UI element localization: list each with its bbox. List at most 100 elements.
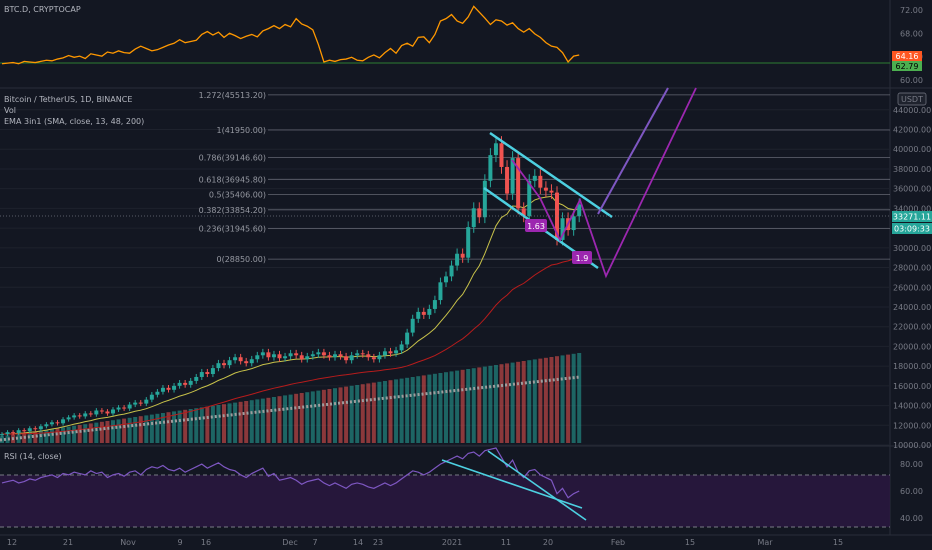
volume-bar	[83, 424, 88, 443]
time-tick-label: Dec	[282, 538, 297, 547]
candle-body	[155, 391, 160, 395]
pattern-label-b-text: 1.9	[576, 254, 589, 263]
candle-body	[488, 155, 493, 181]
price-tick-label: 18000.00	[893, 362, 931, 371]
countdown-tag: 03:09:33	[892, 223, 932, 234]
candle-body	[99, 410, 104, 412]
rsi-panel-title: RSI (14, close)	[4, 452, 62, 461]
rsi-divergence-line-2[interactable]	[487, 450, 587, 521]
volume-bar	[388, 380, 393, 443]
volume-bar	[111, 420, 115, 443]
volume-bar	[271, 397, 276, 443]
candle-body	[449, 265, 454, 277]
candle-body	[105, 411, 110, 414]
candle-body	[399, 344, 404, 351]
volume-bar	[438, 373, 443, 443]
candle-body	[527, 180, 532, 217]
candle-body	[199, 372, 204, 377]
btcd-tick-label: 68.00	[900, 29, 923, 38]
candle-body	[144, 399, 149, 404]
candle-body	[0, 434, 4, 436]
rsi-axis[interactable]: 80.00 60.00 40.00	[900, 460, 923, 523]
candle-body	[27, 428, 32, 432]
candle-body	[22, 430, 27, 432]
candle-body	[244, 361, 249, 364]
candle-body	[188, 380, 193, 385]
pattern-label-b[interactable]: 1.9	[572, 251, 592, 264]
projection-path-purple[interactable]	[511, 87, 697, 279]
projection-path-violet[interactable]	[597, 87, 669, 215]
volume-bar	[394, 379, 399, 443]
candle-body	[482, 180, 487, 218]
candle-body	[277, 354, 282, 359]
time-tick-label: 16	[201, 538, 211, 547]
candle-body	[222, 363, 226, 366]
volume-bar	[377, 381, 382, 443]
candle-body	[538, 175, 543, 188]
currency-badge-text: USDT	[901, 95, 923, 104]
fibonacci-retracement[interactable]: 1.272(45513.20) 1(41950.00) 0.786(39146.60…	[199, 91, 890, 264]
ema-lines	[0, 195, 581, 442]
candle-body	[210, 368, 215, 375]
btcd-price-tag-b: 62.79	[892, 61, 922, 71]
projection-path-drawing[interactable]	[511, 87, 697, 279]
volume-bar	[532, 359, 537, 443]
candle-body	[149, 394, 154, 400]
fib-level-label: 0.5(35406.00)	[209, 191, 266, 200]
candle-body	[427, 308, 432, 315]
candle-body	[355, 353, 360, 356]
channel-upper-line[interactable]	[489, 131, 613, 219]
rsi-line	[1, 447, 580, 499]
currency-badge[interactable]: USDT	[897, 92, 927, 106]
candle-body	[432, 300, 437, 309]
volume-bar	[444, 372, 448, 443]
candle-body	[72, 415, 77, 418]
volume-bar	[55, 428, 60, 443]
candle-body	[388, 351, 393, 354]
price-tick-label: 44000.00	[893, 106, 931, 115]
volume-bar	[321, 389, 326, 443]
candle-body	[421, 311, 426, 315]
candle-body	[360, 353, 365, 355]
candle-body	[160, 387, 165, 392]
candle-body	[444, 276, 448, 283]
candle-body	[571, 216, 576, 231]
time-tick-label: Feb	[611, 538, 625, 547]
btcd-price-tag-b-text: 62.79	[896, 62, 919, 71]
time-tick-label: 7	[312, 538, 317, 547]
volume-bar	[355, 385, 360, 443]
price-tick-label: 28000.00	[893, 264, 931, 273]
price-tick-label: 20000.00	[893, 342, 931, 351]
volume-bar	[49, 429, 54, 443]
candle-body	[327, 355, 332, 358]
volume-bar	[527, 360, 532, 443]
candle-body	[510, 158, 515, 194]
volume-bar	[155, 413, 160, 443]
candle-body	[133, 402, 138, 405]
volume-bar	[199, 407, 204, 443]
volume-bar	[166, 412, 171, 443]
candle-body	[83, 413, 88, 417]
candle-body	[271, 354, 276, 358]
candle-body	[555, 192, 559, 240]
pattern-label-a[interactable]: 1.63	[525, 219, 547, 232]
candle-body	[88, 413, 93, 415]
candle-body	[382, 351, 387, 356]
volume-bar	[510, 362, 515, 443]
price-tick-label: 36000.00	[893, 185, 931, 194]
time-axis[interactable]: 12 21 Nov 9 16 Dec 7 14 23 2021 11 20 Feb 15 Mar 15	[7, 538, 843, 547]
fib-level-label: 1(41950.00)	[216, 126, 266, 135]
volume-bar	[366, 383, 371, 443]
volume-bar	[188, 409, 193, 443]
candlestick-series	[0, 136, 582, 438]
volume-bar	[338, 387, 343, 443]
volume-bar	[138, 416, 143, 443]
volume-bar	[88, 423, 93, 443]
candle-body	[299, 355, 304, 360]
rsi-band	[0, 475, 890, 527]
candle-body	[288, 353, 293, 357]
volume-bar	[210, 405, 215, 443]
volume-bar	[349, 385, 354, 443]
